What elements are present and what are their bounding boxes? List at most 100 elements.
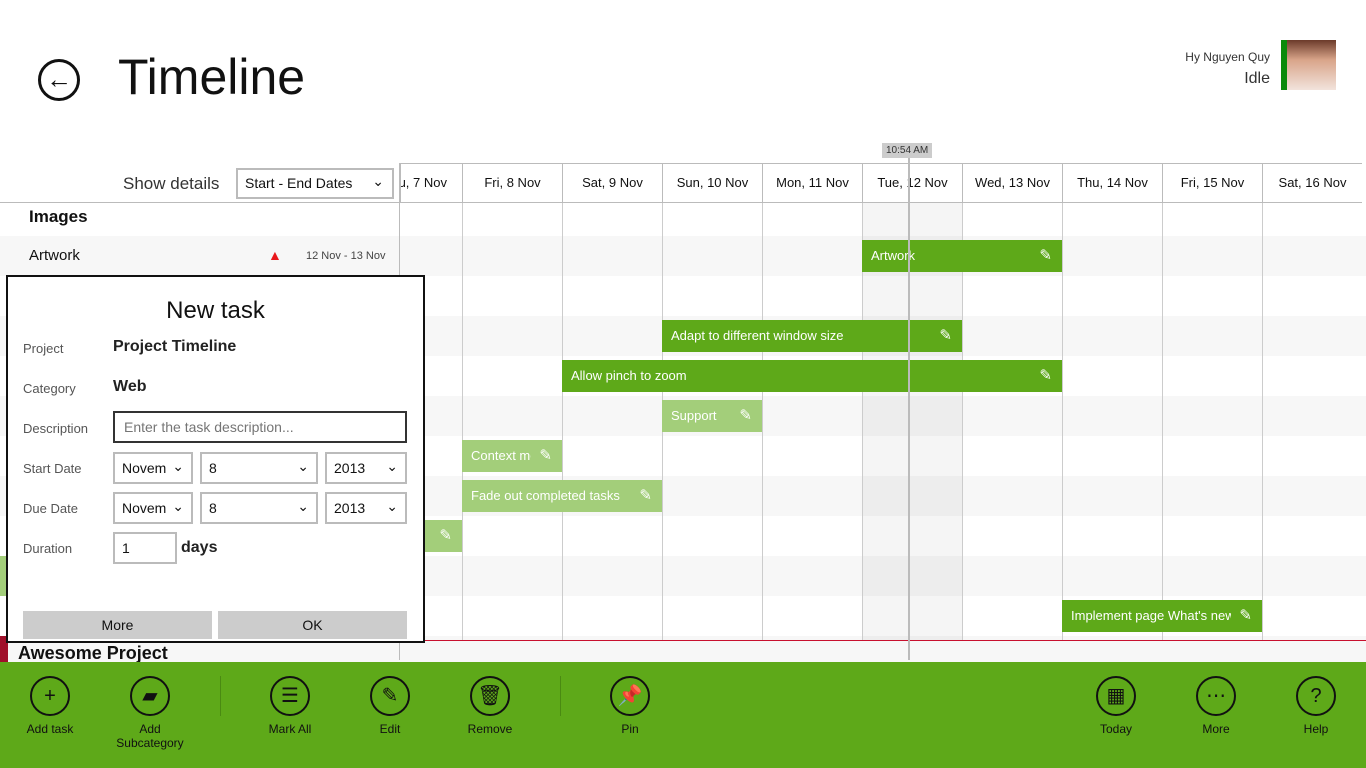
help-icon: ? — [1296, 676, 1336, 716]
grid-line — [562, 203, 563, 640]
start-date-label: Start Date — [23, 461, 82, 476]
appbar-add-subcategory-button[interactable]: ▰ Add Subcategory — [100, 676, 200, 750]
more-icon: ⋯ — [1196, 676, 1236, 716]
edit-pencil-icon[interactable]: ✎ — [439, 527, 452, 544]
duration-input[interactable]: 1 — [113, 532, 177, 564]
appbar-edit-button[interactable]: ✎ Edit — [340, 676, 440, 736]
project-name[interactable]: Awesome Project — [18, 644, 168, 662]
description-label: Description — [23, 421, 89, 436]
timeline-row — [0, 236, 1366, 276]
edit-pencil-icon[interactable]: ✎ — [1239, 607, 1252, 624]
grid-line — [1062, 203, 1063, 640]
add-task-icon: + — [30, 676, 70, 716]
task-bar-label: Allow pinch to zoom — [571, 368, 687, 383]
edit-pencil-icon[interactable]: ✎ — [939, 327, 952, 344]
task-bar[interactable]: Artwork ✎ — [862, 240, 1062, 272]
task-name[interactable]: Artwork — [29, 247, 80, 264]
edit-pencil-icon[interactable]: ✎ — [639, 487, 652, 504]
grid-line — [462, 203, 463, 640]
dialog-title: New task — [166, 297, 265, 324]
day-header-label: Thu, 7 Nov — [401, 175, 447, 190]
task-dates: 12 Nov - 13 Nov — [306, 250, 386, 262]
separator — [220, 676, 221, 716]
grid-line — [962, 203, 963, 640]
page-title: Timeline — [118, 49, 306, 105]
appbar-label: Pin — [621, 722, 639, 736]
appbar-label: Today — [1099, 722, 1133, 736]
due-month-select[interactable]: November ⌄ — [113, 492, 193, 524]
task-bar[interactable]: Context menu ✎ — [462, 440, 562, 472]
row-marker — [0, 556, 6, 596]
new-task-dialog: New task Project Project Timeline Catego… — [6, 275, 425, 643]
chevron-down-icon: ⌄ — [372, 173, 384, 189]
appbar-label: Remove — [467, 722, 513, 736]
select-value: Start - End Dates — [245, 175, 353, 191]
more-button[interactable]: More — [23, 611, 212, 639]
due-year-select[interactable]: 2013 ⌄ — [325, 492, 407, 524]
today-icon: ▦ — [1096, 676, 1136, 716]
edit-pencil-icon[interactable]: ✎ — [739, 407, 752, 424]
day-header: Fri, 15 Nov — [1162, 163, 1262, 203]
chevron-down-icon: ⌄ — [297, 458, 309, 474]
task-bar-label: Context menu — [471, 448, 531, 463]
appbar-pin-button[interactable]: 📌 Pin — [580, 676, 680, 736]
warning-icon: ▲ — [268, 247, 282, 263]
select-value: 8 — [209, 460, 217, 476]
appbar-add-task-button[interactable]: + Add task — [0, 676, 100, 736]
show-details-select[interactable]: Start - End Dates ⌄ — [236, 168, 394, 199]
appbar-remove-button[interactable]: 🗑 Remove — [440, 676, 540, 736]
divider — [0, 202, 400, 203]
edit-pencil-icon[interactable]: ✎ — [539, 447, 552, 464]
day-header: Sat, 16 Nov — [1262, 163, 1362, 203]
appbar-label: Add task — [26, 722, 74, 736]
current-time-label: 10:54 AM — [882, 143, 933, 158]
task-bar[interactable]: Fade out completed tasks ✎ — [462, 480, 662, 512]
user-name: Hy Nguyen Quy — [1185, 50, 1270, 64]
edit-icon: ✎ — [370, 676, 410, 716]
description-input[interactable] — [113, 411, 407, 443]
edit-pencil-icon[interactable]: ✎ — [1039, 247, 1052, 264]
add-subcategory-icon: ▰ — [130, 676, 170, 716]
task-bar-label: Artwork — [871, 248, 916, 263]
day-header: Sat, 9 Nov — [562, 163, 662, 203]
select-value: November — [122, 500, 166, 516]
task-bar[interactable]: Implement page What's new ✎ — [1062, 600, 1262, 632]
day-header: Thu, 14 Nov — [1062, 163, 1162, 203]
appbar-label: Edit — [379, 722, 401, 736]
grid-line — [862, 203, 863, 640]
day-header: Mon, 11 Nov — [762, 163, 862, 203]
chevron-down-icon: ⌄ — [172, 498, 184, 514]
appbar-more-button[interactable]: ⋯ More — [1166, 676, 1266, 736]
mark-all-icon: ☰ — [270, 676, 310, 716]
separator — [560, 676, 561, 716]
edit-pencil-icon[interactable]: ✎ — [1039, 367, 1052, 384]
day-header: Tue, 12 Nov — [862, 163, 962, 203]
project-value: Project Timeline — [113, 338, 237, 355]
start-year-select[interactable]: 2013 ⌄ — [325, 452, 407, 484]
task-bar[interactable]: Allow pinch to zoom ✎ — [562, 360, 1062, 392]
task-bar-label: Support — [671, 408, 717, 423]
appbar-today-button[interactable]: ▦ Today — [1066, 676, 1166, 736]
grid-line — [762, 203, 763, 640]
start-day-select[interactable]: 8 ⌄ — [200, 452, 318, 484]
avatar[interactable] — [1281, 40, 1336, 90]
today-column — [862, 203, 962, 640]
user-status: Idle — [1244, 70, 1270, 87]
back-button[interactable]: ← — [38, 59, 80, 101]
appbar-label: Help — [1303, 722, 1329, 736]
appbar-help-button[interactable]: ? Help — [1266, 676, 1366, 736]
project-label: Project — [23, 341, 64, 356]
grid-line — [1262, 203, 1263, 640]
task-bar[interactable]: Adapt to different window size ✎ — [662, 320, 962, 352]
ok-button[interactable]: OK — [218, 611, 407, 639]
task-bar[interactable]: Support ✎ — [662, 400, 762, 432]
app-bar: + Add task ▰ Add Subcategory ☰ Mark All ✎ Edit 🗑… — [0, 662, 1366, 768]
day-header: Wed, 13 Nov — [962, 163, 1062, 203]
day-header: Sun, 10 Nov — [662, 163, 762, 203]
appbar-mark-all-button[interactable]: ☰ Mark All — [240, 676, 340, 736]
appbar-label: More — [1202, 722, 1230, 736]
chevron-down-icon: ⌄ — [172, 458, 184, 474]
start-month-select[interactable]: November ⌄ — [113, 452, 193, 484]
due-day-select[interactable]: 8 ⌄ — [200, 492, 318, 524]
group-header: Images — [29, 207, 88, 226]
